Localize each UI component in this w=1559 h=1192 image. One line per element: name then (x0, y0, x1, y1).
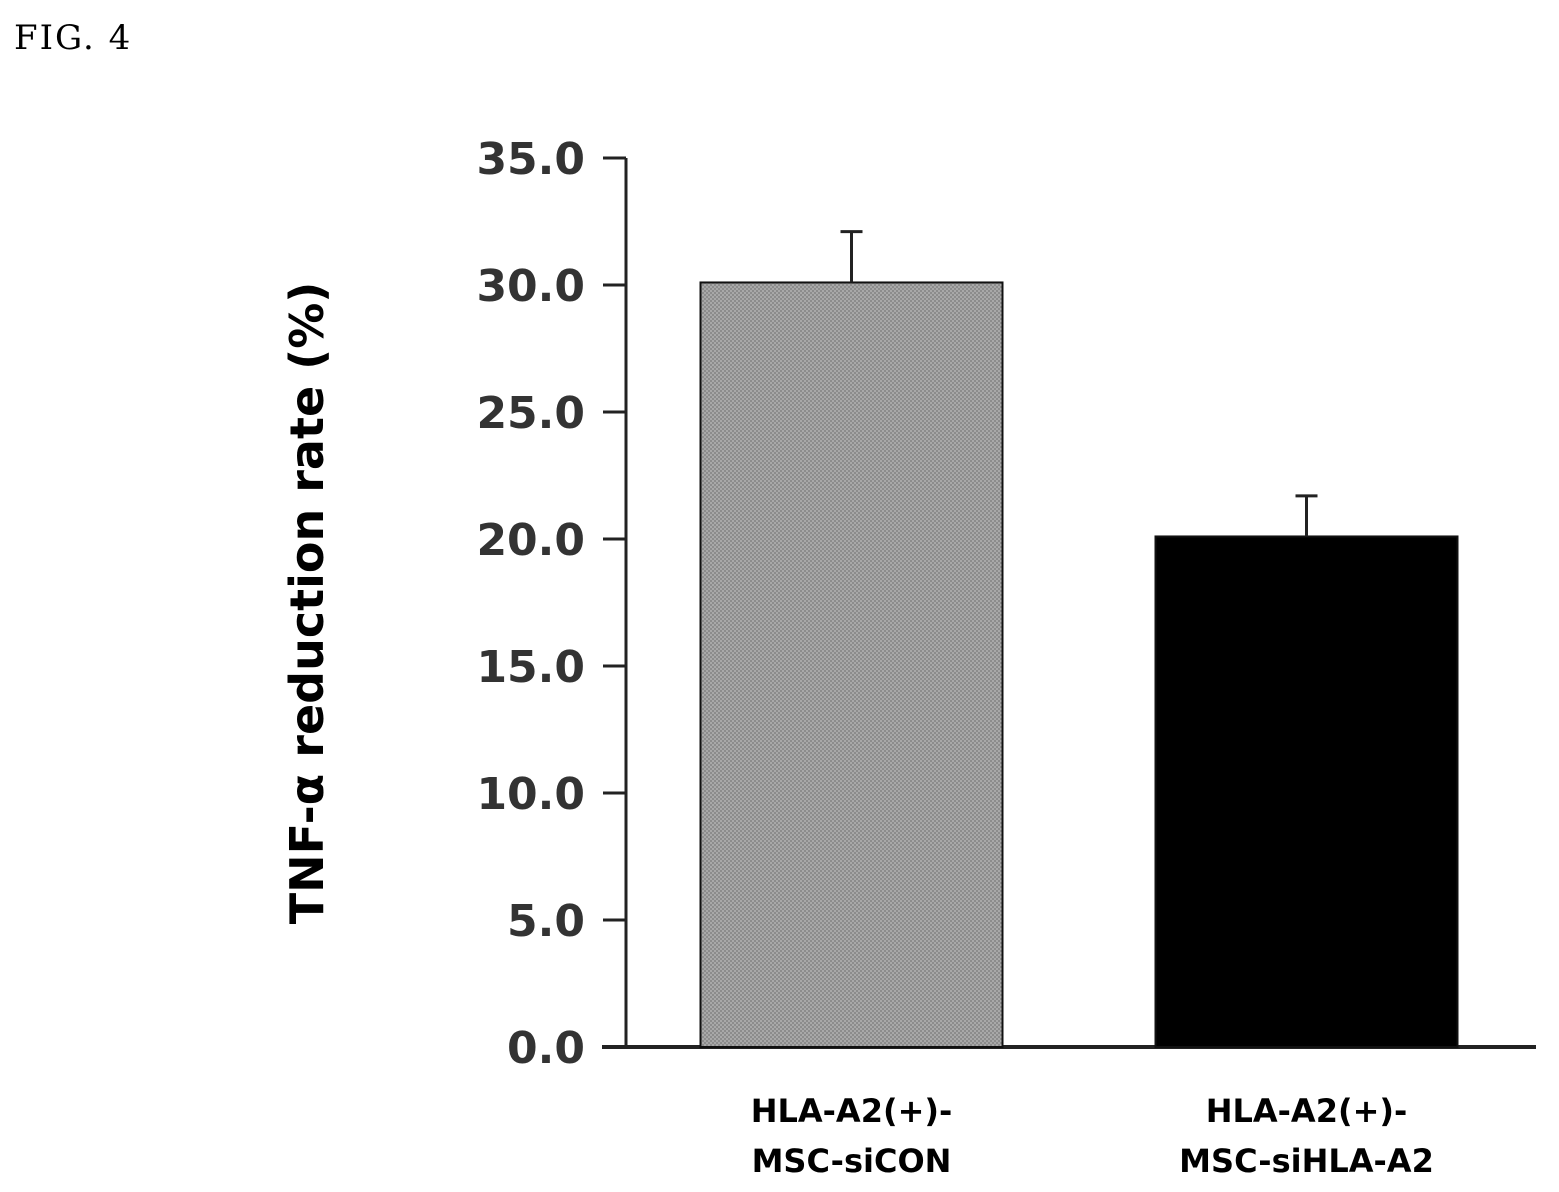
x-tick-label: HLA-A2(+)- (751, 1092, 953, 1130)
y-tick-label: 30.0 (476, 261, 585, 312)
y-tick-label: 35.0 (476, 134, 585, 185)
figure-label: FIG. 4 (14, 18, 133, 58)
y-ticks: 0.0 5.0 10.0 15.0 20.0 25.0 30.0 35.0 (476, 134, 626, 1074)
y-axis-title: TNF-α reduction rate (%) (280, 282, 334, 925)
y-axis-title-group: TNF-α reduction rate (%) (280, 282, 334, 925)
bar (699, 281, 1004, 1048)
y-tick-label: 0.0 (507, 1023, 585, 1074)
y-tick-label: 25.0 (476, 388, 585, 439)
bars (699, 230, 1459, 1049)
y-tick-label: 10.0 (476, 769, 585, 820)
bar (1154, 535, 1459, 1049)
x-tick-label: HLA-A2(+)- (1206, 1092, 1408, 1130)
x-tick-labels: HLA-A2(+)- MSC-siCON HLA-A2(+)- MSC-siHLA-A… (751, 1092, 1434, 1180)
y-tick-label: 15.0 (476, 642, 585, 693)
y-tick-label: 20.0 (476, 515, 585, 566)
y-tick-label: 5.0 (507, 896, 585, 947)
x-tick-label: MSC-siCON (752, 1142, 952, 1180)
x-tick-label: MSC-siHLA-A2 (1179, 1142, 1434, 1180)
